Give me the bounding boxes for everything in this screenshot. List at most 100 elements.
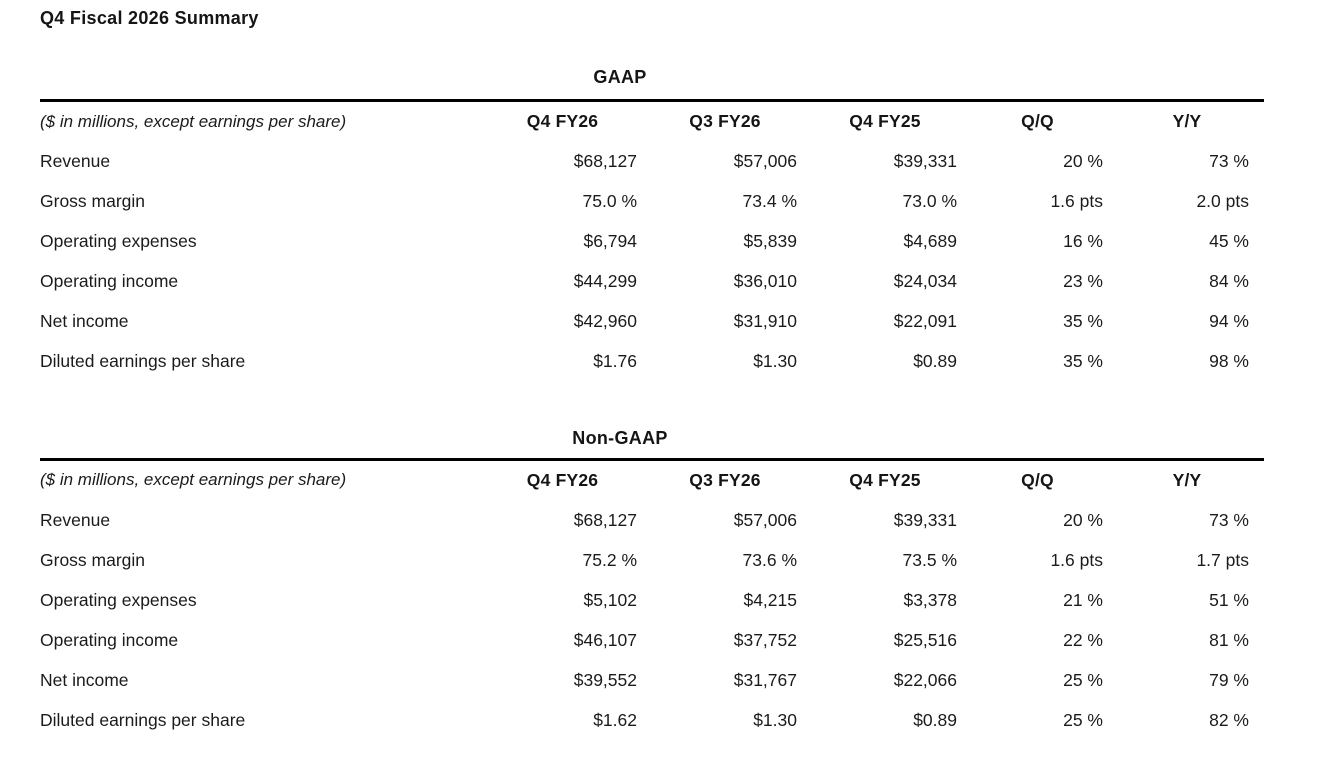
- gaap-table: ($ in millions, except earnings per shar…: [40, 99, 1264, 382]
- cell-value: $0.89: [913, 351, 957, 371]
- cell-value: 23 %: [1063, 271, 1103, 291]
- non-gaap-table-body: Revenue $68,127 $57,006 $39,331 20 % 73 % Gros…: [40, 500, 1264, 740]
- cell-value: $39,331: [893, 509, 957, 530]
- column-header-yy: Y/Y: [1172, 111, 1202, 132]
- column-header-q4-fy25: Q4 FY25: [849, 469, 921, 490]
- cell-value: 75.2 %: [582, 549, 637, 570]
- unit-note: ($ in millions, except earnings per shar…: [40, 470, 347, 490]
- cell-value: 1.6 pts: [1050, 191, 1103, 211]
- cell-value: $46,107: [573, 629, 637, 650]
- row-label: Operating income: [40, 271, 179, 291]
- table-row: Gross margin 75.0 % 73.4 % 73.0 % 1.6 pts 2.0…: [40, 182, 1264, 222]
- non-gaap-table: ($ in millions, except earnings per shar…: [40, 457, 1264, 741]
- cell-value: 25 %: [1063, 669, 1103, 690]
- cell-value: 1.6 pts: [1050, 549, 1103, 570]
- cell-value: 73 %: [1209, 509, 1249, 530]
- row-label: Gross margin: [40, 191, 146, 211]
- cell-value: 73 %: [1209, 151, 1249, 171]
- table-row: Net income $39,552 $31,767 $22,066 25 % 79 %: [40, 660, 1264, 700]
- cell-value: $42,960: [573, 311, 637, 331]
- cell-value: $1.30: [753, 351, 797, 371]
- cell-value: $39,331: [893, 151, 957, 171]
- cell-value: $3,378: [903, 589, 957, 610]
- cell-value: 81 %: [1209, 629, 1249, 650]
- cell-value: $25,516: [893, 629, 957, 650]
- cell-value: $68,127: [573, 509, 637, 530]
- cell-value: 73.6 %: [742, 549, 797, 570]
- cell-value: 51 %: [1209, 589, 1249, 610]
- table-row: Gross margin 75.2 % 73.6 % 73.5 % 1.6 pts 1.7…: [40, 540, 1264, 580]
- cell-value: 1.7 pts: [1196, 549, 1249, 570]
- cell-value: $6,794: [583, 231, 637, 251]
- cell-value: 16 %: [1063, 231, 1103, 251]
- table-row: Operating expenses $6,794 $5,839 $4,689 16 %…: [40, 222, 1264, 262]
- table-row: Diluted earnings per share $1.76 $1.30 $0.8…: [40, 342, 1264, 382]
- cell-value: $31,767: [733, 669, 797, 690]
- cell-value: $37,752: [733, 629, 797, 650]
- row-label: Net income: [40, 669, 129, 690]
- row-label: Operating expenses: [40, 231, 197, 251]
- gaap-header-row: ($ in millions, except earnings per shar…: [40, 101, 1264, 142]
- non-gaap-section: Non-GAAP ($ in millions, except earnings…: [40, 428, 1344, 741]
- cell-value: 98 %: [1209, 351, 1249, 371]
- column-header-qq: Q/Q: [1021, 469, 1054, 490]
- table-row: Revenue $68,127 $57,006 $39,331 20 % 73 %: [40, 142, 1264, 182]
- cell-value: $44,299: [573, 271, 637, 291]
- cell-value: 82 %: [1209, 709, 1249, 730]
- cell-value: 94 %: [1209, 311, 1249, 331]
- table-row: Operating income $46,107 $37,752 $25,516 22 …: [40, 620, 1264, 660]
- non-gaap-header-row: ($ in millions, except earnings per shar…: [40, 459, 1264, 500]
- row-label: Diluted earnings per share: [40, 709, 246, 730]
- cell-value: 2.0 pts: [1196, 191, 1249, 211]
- cell-value: $4,689: [903, 231, 957, 251]
- cell-value: $1.30: [753, 709, 797, 730]
- cell-value: 22 %: [1063, 629, 1103, 650]
- column-header-qq: Q/Q: [1021, 111, 1054, 132]
- table-row: Net income $42,960 $31,910 $22,091 35 % 94 %: [40, 302, 1264, 342]
- cell-value: 20 %: [1063, 509, 1103, 530]
- earnings-summary-document: Q4 Fiscal 2026 Summary GAAP ($ in millio…: [40, 8, 1344, 741]
- gaap-table-body: Revenue $68,127 $57,006 $39,331 20 % 73 % Gros…: [40, 142, 1264, 382]
- page-title: Q4 Fiscal 2026 Summary: [40, 8, 259, 28]
- cell-value: $22,091: [893, 311, 957, 331]
- column-header-q4-fy26: Q4 FY26: [526, 111, 599, 132]
- table-row: Revenue $68,127 $57,006 $39,331 20 % 73 %: [40, 500, 1264, 540]
- gaap-table-title: GAAP: [593, 67, 647, 87]
- cell-value: 35 %: [1063, 351, 1103, 371]
- cell-value: 84 %: [1209, 271, 1249, 291]
- row-label: Revenue: [40, 509, 111, 530]
- cell-value: $31,910: [733, 311, 797, 331]
- row-label: Net income: [40, 311, 129, 331]
- cell-value: $36,010: [733, 271, 797, 291]
- column-header-q3-fy26: Q3 FY26: [689, 111, 761, 132]
- column-header-q3-fy26: Q3 FY26: [689, 469, 761, 490]
- cell-value: 25 %: [1063, 709, 1103, 730]
- cell-value: 73.0 %: [902, 191, 957, 211]
- cell-value: $1.76: [593, 351, 637, 371]
- cell-value: 73.5 %: [902, 549, 957, 570]
- cell-value: $5,839: [743, 231, 797, 251]
- row-label: Operating expenses: [40, 589, 197, 610]
- non-gaap-table-title: Non-GAAP: [572, 427, 668, 448]
- cell-value: $39,552: [573, 669, 637, 690]
- cell-value: 35 %: [1063, 311, 1103, 331]
- cell-value: $22,066: [893, 669, 957, 690]
- table-row: Diluted earnings per share $1.62 $1.30 $0.8…: [40, 700, 1264, 740]
- column-header-yy: Y/Y: [1172, 469, 1202, 490]
- cell-value: $0.89: [913, 709, 957, 730]
- cell-value: 21 %: [1063, 589, 1103, 610]
- cell-value: 79 %: [1209, 669, 1249, 690]
- row-label: Operating income: [40, 629, 179, 650]
- row-label: Revenue: [40, 151, 111, 171]
- gaap-section: GAAP ($ in millions, except earnings per…: [40, 67, 1344, 382]
- table-row: Operating income $44,299 $36,010 $24,034 23 …: [40, 262, 1264, 302]
- cell-value: $4,215: [743, 589, 797, 610]
- cell-value: $57,006: [733, 509, 797, 530]
- cell-value: $5,102: [583, 589, 637, 610]
- cell-value: 75.0 %: [582, 191, 637, 211]
- row-label: Gross margin: [40, 549, 146, 570]
- column-header-q4-fy26: Q4 FY26: [526, 469, 599, 490]
- cell-value: $1.62: [593, 709, 637, 730]
- column-header-q4-fy25: Q4 FY25: [849, 111, 921, 132]
- cell-value: 73.4 %: [742, 191, 797, 211]
